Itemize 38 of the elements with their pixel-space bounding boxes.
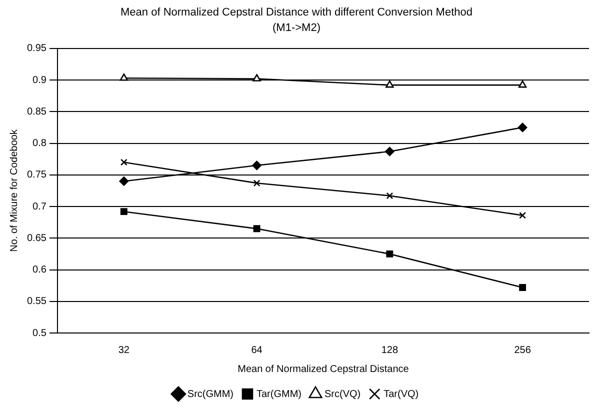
y-tick-label: 0.9 — [32, 74, 47, 86]
point — [385, 146, 394, 156]
point — [386, 80, 394, 88]
y-tick-label: 0.8 — [32, 138, 47, 150]
point — [518, 122, 528, 132]
legend-label: Src(GMM) — [187, 388, 234, 400]
y-tick-label: 0.55 — [26, 296, 47, 308]
point — [519, 212, 526, 219]
x-tick-label: 32 — [118, 344, 130, 356]
y-tick-label: 0.5 — [32, 328, 47, 339]
chart-subtitle: (M1->M2) — [272, 22, 320, 34]
point — [252, 74, 261, 82]
x-axis-title: Mean of Normalized Cepstral Distance — [238, 364, 410, 375]
y-tick-label: 0.65 — [26, 232, 47, 244]
point — [120, 158, 128, 166]
legend-label: Src(VQ) — [324, 388, 361, 400]
point — [120, 208, 128, 216]
point — [253, 225, 260, 232]
point — [253, 180, 260, 187]
point — [519, 284, 526, 291]
chart-title: Mean of Normalized Cepstral Distance with different Conversion Method — [120, 6, 472, 19]
y-tick-label: 0.75 — [26, 170, 47, 181]
y-tick-label: 0.7 — [32, 201, 47, 212]
point — [252, 160, 262, 170]
point — [119, 176, 129, 186]
point — [386, 250, 394, 258]
point — [386, 192, 394, 200]
y-axis-title: No. of Mixure for Codebook — [8, 128, 20, 252]
y-tick-label: 0.85 — [26, 106, 47, 118]
point — [518, 80, 527, 88]
legend-label: Tar(VQ) — [384, 388, 419, 400]
y-tick-label: 0.6 — [32, 264, 47, 276]
legend-label: Tar(GMM) — [256, 388, 302, 400]
x-tick-label: 256 — [514, 344, 532, 356]
x-tick-label: 64 — [251, 344, 263, 356]
y-tick-label: 0.95 — [26, 43, 47, 54]
point — [120, 73, 128, 81]
x-tick-label: 128 — [381, 344, 398, 356]
